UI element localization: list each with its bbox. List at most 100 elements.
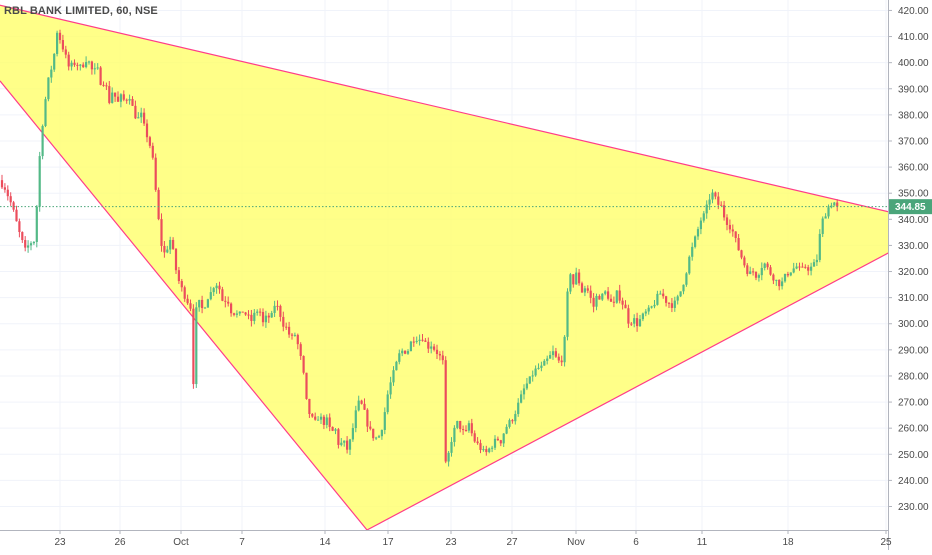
candle-body [311, 413, 314, 417]
candle-body [380, 429, 383, 437]
candle [264, 310, 267, 328]
candle-body [476, 441, 479, 444]
candle-body [737, 238, 740, 251]
candle [186, 294, 189, 305]
candle [830, 202, 833, 209]
candle-body [754, 271, 758, 278]
candle [682, 284, 685, 295]
candle-body [781, 281, 784, 287]
candle [798, 262, 801, 271]
candle-body [836, 202, 839, 207]
candle-body [186, 298, 189, 304]
time-tick-label: 23 [54, 537, 66, 548]
candle [482, 445, 485, 452]
candle [276, 300, 279, 311]
candle-body [711, 192, 714, 200]
candle [299, 342, 302, 360]
candle [348, 438, 352, 455]
candle [206, 298, 209, 308]
candle-body [12, 202, 15, 210]
candle-body [653, 304, 656, 307]
candle [317, 416, 320, 421]
candle [44, 96, 47, 128]
candle [259, 308, 262, 317]
candle-body [61, 40, 64, 50]
candle-body [357, 400, 360, 411]
candle [531, 370, 534, 382]
candle-body [227, 301, 230, 304]
candle-body [198, 299, 201, 308]
candle-body [601, 293, 604, 300]
candle-body [665, 296, 668, 303]
candle-body [346, 440, 349, 450]
candle-body [821, 218, 824, 234]
candle-body [580, 283, 584, 293]
candle [169, 236, 172, 254]
candle-body [607, 291, 610, 299]
candle-body [511, 420, 514, 422]
candle-body [772, 274, 775, 281]
candle [743, 255, 746, 268]
candle-body [157, 189, 160, 220]
candle-body [485, 449, 488, 453]
triangle-pattern [0, 4, 932, 531]
candle-body [322, 416, 325, 425]
candle [708, 194, 711, 210]
candle-body [67, 54, 70, 67]
candle-body [789, 272, 792, 276]
candle [302, 355, 305, 375]
candle [609, 294, 613, 302]
candle-body [546, 358, 549, 361]
candle [145, 119, 149, 143]
candle-body [0, 180, 4, 188]
candle-body [163, 246, 166, 253]
candle-body [575, 272, 578, 285]
candle [462, 425, 465, 435]
candles [0, 29, 839, 467]
candle-body [769, 267, 772, 275]
candle [517, 398, 520, 417]
candle-body [641, 313, 644, 320]
time-tick-label: Nov [567, 537, 585, 548]
candle [560, 355, 563, 366]
candle [476, 437, 479, 445]
candle-body [27, 245, 30, 248]
candle-body [192, 308, 195, 385]
candle-body [308, 398, 311, 414]
candle-body [560, 360, 563, 363]
candle [534, 365, 537, 377]
candle-body [201, 299, 204, 309]
candle-body [288, 326, 291, 335]
candle-body [525, 383, 528, 389]
candle-body [244, 312, 247, 315]
candle [566, 288, 569, 341]
candle [485, 445, 488, 456]
candle-body [763, 263, 766, 268]
candle-body [786, 273, 789, 276]
candle-body [630, 323, 633, 325]
candle-body [221, 289, 224, 301]
candle-body [673, 300, 676, 308]
price-tick-label: 230.00 [898, 502, 929, 513]
candle [314, 412, 317, 421]
candle-body [421, 339, 424, 341]
candle [653, 300, 656, 309]
candle [505, 424, 508, 435]
candle-body [566, 291, 569, 337]
candle-body [348, 439, 352, 450]
candle-body [166, 249, 169, 253]
candle [201, 295, 204, 314]
candle [372, 428, 375, 441]
candle [540, 361, 543, 372]
candle [290, 333, 294, 340]
candle [12, 200, 15, 212]
candle [308, 398, 311, 418]
candle [305, 372, 308, 400]
candle [392, 366, 395, 386]
candle [282, 311, 285, 332]
candle-body [766, 263, 769, 268]
candle-body [795, 266, 798, 269]
candle-body [778, 279, 781, 287]
candle [189, 299, 192, 312]
